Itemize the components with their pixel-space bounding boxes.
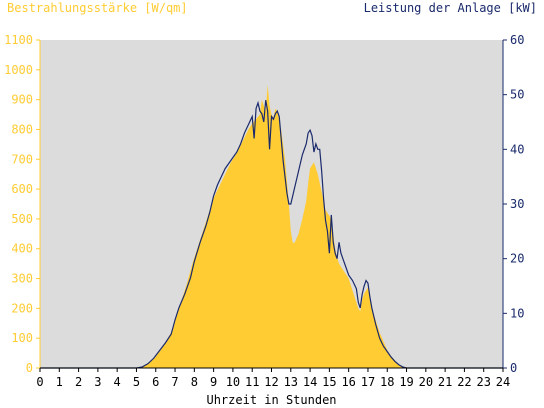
right-tick-label: 60 [510, 33, 524, 47]
left-tick-label: 600 [11, 182, 33, 196]
right-tick-label: 30 [510, 197, 524, 211]
x-tick-label: 8 [191, 375, 198, 389]
x-tick-label: 3 [94, 375, 101, 389]
x-tick-label: 4 [114, 375, 121, 389]
ticks-layer: 0100200300400500600700800900100011000102… [4, 33, 524, 389]
x-tick-label: 24 [496, 375, 510, 389]
x-tick-label: 11 [245, 375, 259, 389]
x-tick-label: 22 [457, 375, 471, 389]
x-tick-label: 18 [380, 375, 394, 389]
left-tick-label: 400 [11, 242, 33, 256]
x-tick-label: 15 [322, 375, 336, 389]
right-tick-label: 10 [510, 306, 524, 320]
left-tick-label: 1100 [4, 33, 33, 47]
irradiance-area-layer [40, 84, 503, 368]
x-tick-label: 21 [438, 375, 452, 389]
x-tick-label: 20 [419, 375, 433, 389]
x-tick-label: 14 [303, 375, 317, 389]
right-tick-label: 0 [510, 361, 517, 375]
x-tick-label: 1 [56, 375, 63, 389]
x-tick-label: 23 [476, 375, 490, 389]
left-tick-label: 0 [26, 361, 33, 375]
x-tick-label: 10 [226, 375, 240, 389]
power-line-layer [40, 100, 503, 369]
x-tick-label: 12 [264, 375, 278, 389]
x-tick-label: 9 [210, 375, 217, 389]
x-axis-label: Uhrzeit in Stunden [206, 393, 336, 407]
right-tick-label: 20 [510, 252, 524, 266]
x-tick-label: 5 [133, 375, 140, 389]
left-tick-label: 700 [11, 152, 33, 166]
right-axis-title: Leistung der Anlage [kW] [363, 1, 537, 15]
right-tick-label: 40 [510, 142, 524, 156]
x-tick-label: 2 [75, 375, 82, 389]
x-tick-label: 19 [399, 375, 413, 389]
left-tick-label: 200 [11, 301, 33, 315]
left-tick-label: 300 [11, 272, 33, 286]
right-tick-label: 50 [510, 88, 524, 102]
left-tick-label: 500 [11, 212, 33, 226]
left-tick-label: 900 [11, 93, 33, 107]
x-tick-label: 16 [341, 375, 355, 389]
irradiance-area [40, 84, 503, 368]
power-line [40, 100, 503, 369]
left-axis-title: Bestrahlungsstärke [W/qm] [7, 1, 188, 15]
x-tick-label: 17 [361, 375, 375, 389]
left-tick-label: 100 [11, 331, 33, 345]
x-tick-label: 13 [284, 375, 298, 389]
x-tick-label: 0 [36, 375, 43, 389]
x-tick-label: 7 [171, 375, 178, 389]
x-tick-label: 6 [152, 375, 159, 389]
left-tick-label: 800 [11, 122, 33, 136]
left-tick-label: 1000 [4, 63, 33, 77]
